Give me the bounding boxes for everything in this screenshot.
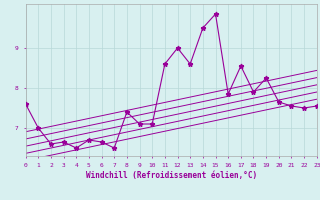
X-axis label: Windchill (Refroidissement éolien,°C): Windchill (Refroidissement éolien,°C) <box>86 171 257 180</box>
